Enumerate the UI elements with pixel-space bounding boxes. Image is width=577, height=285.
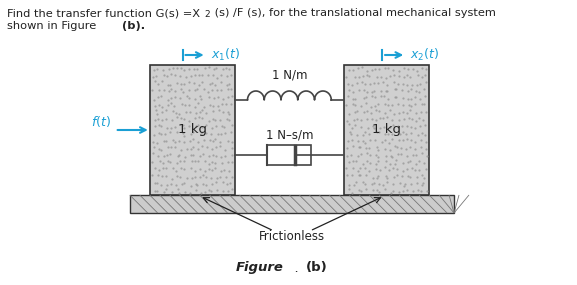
Text: (b): (b) — [306, 262, 328, 274]
Text: .  .: . . — [286, 262, 311, 274]
Bar — [267, 145, 312, 165]
Text: shown in Figure: shown in Figure — [7, 21, 96, 31]
Text: $x_1(t)$: $x_1(t)$ — [211, 47, 240, 63]
Text: 1 N/m: 1 N/m — [272, 69, 307, 82]
Text: 1 N–s/m: 1 N–s/m — [265, 128, 313, 141]
Text: 1 kg: 1 kg — [178, 123, 207, 137]
Text: $f(t)$: $f(t)$ — [91, 114, 111, 129]
Text: 2: 2 — [205, 10, 210, 19]
Bar — [130, 195, 454, 213]
Text: $x_2(t)$: $x_2(t)$ — [410, 47, 439, 63]
Bar — [344, 65, 429, 195]
Text: (b).: (b). — [106, 21, 145, 31]
Text: Figure: Figure — [236, 262, 284, 274]
Text: Frictionless: Frictionless — [259, 230, 325, 243]
Text: (s) /F (s), for the translational mechanical system: (s) /F (s), for the translational mechan… — [211, 8, 496, 18]
Bar — [149, 65, 234, 195]
Text: Find the transfer function G(s) =X: Find the transfer function G(s) =X — [7, 8, 200, 18]
Text: 1 kg: 1 kg — [372, 123, 401, 137]
